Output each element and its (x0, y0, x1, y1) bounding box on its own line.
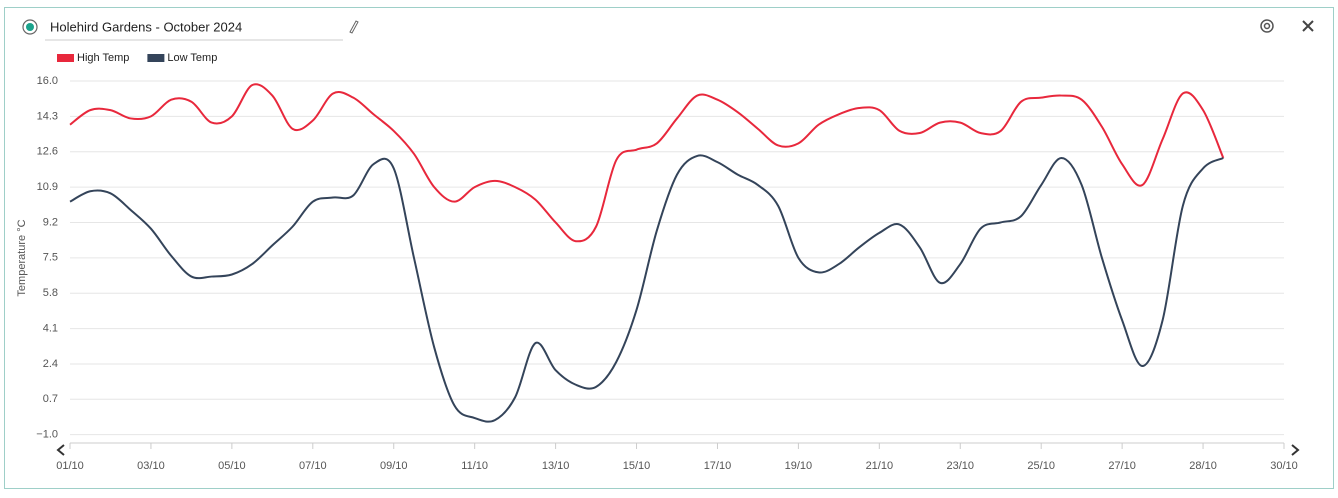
y-tick-label: −1.0 (36, 429, 58, 441)
y-tick-label: 5.8 (43, 287, 58, 299)
y-tick-label: 12.6 (37, 146, 58, 158)
settings-icon[interactable] (1260, 19, 1274, 33)
x-tick-label: 21/10 (866, 460, 894, 472)
prev-arrow[interactable] (56, 444, 65, 456)
y-tick-label: 4.1 (43, 322, 58, 334)
y-tick-label: 14.3 (37, 110, 58, 122)
x-tick-label: 27/10 (1108, 460, 1136, 472)
y-tick-label: 16.0 (37, 75, 58, 87)
x-tick-label: 13/10 (542, 460, 570, 472)
next-arrow[interactable] (1291, 444, 1300, 456)
y-tick-label: 10.9 (37, 181, 58, 193)
x-tick-label: 03/10 (137, 460, 165, 472)
x-tick-label: 09/10 (380, 460, 408, 472)
x-tick-label: 01/10 (56, 460, 84, 472)
x-tick-label: 25/10 (1027, 460, 1055, 472)
x-tick-label: 28/10 (1189, 460, 1217, 472)
legend-label: Low Temp (167, 52, 217, 64)
edit-icon[interactable] (349, 20, 359, 34)
y-axis-title: Temperature °C (16, 219, 28, 296)
x-tick-label: 15/10 (623, 460, 651, 472)
line (69, 83, 1225, 243)
y-tick-label: 2.4 (43, 358, 58, 370)
legend-swatch (57, 54, 74, 62)
x-tick-label: 17/10 (704, 460, 732, 472)
close-icon[interactable] (1302, 20, 1314, 32)
y-tick-label: 9.2 (43, 216, 58, 228)
chart-title[interactable]: Holehird Gardens - October 2024 (50, 19, 242, 34)
legend-label: High Temp (77, 52, 129, 64)
card (4, 7, 1334, 489)
legend-swatch (147, 54, 165, 62)
y-tick-label: 0.7 (43, 393, 58, 405)
x-tick-label: 05/10 (218, 460, 246, 472)
x-tick-label: 19/10 (785, 460, 813, 472)
y-tick-label: 7.5 (43, 252, 58, 264)
radio-dot (26, 23, 34, 31)
x-tick-label: 23/10 (947, 460, 975, 472)
line (69, 154, 1224, 423)
x-tick-label: 30/10 (1270, 460, 1298, 472)
x-tick-label: 07/10 (299, 460, 327, 472)
x-tick-label: 11/10 (461, 460, 488, 472)
